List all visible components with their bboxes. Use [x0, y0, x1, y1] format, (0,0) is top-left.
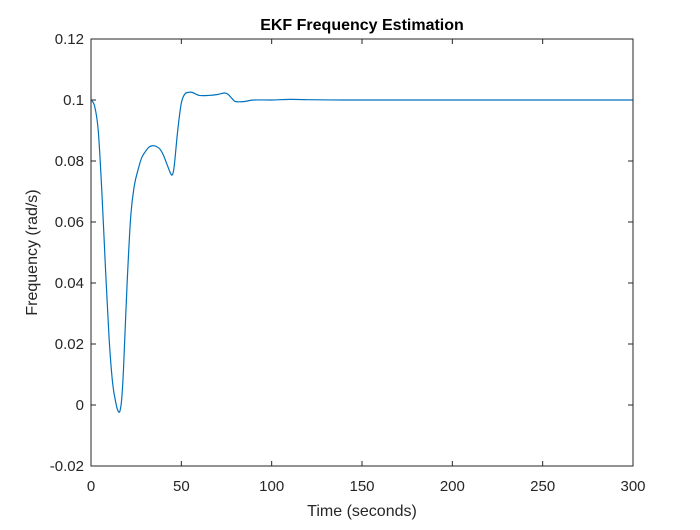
x-tick-label: 100 [259, 478, 284, 495]
y-axis-title: Frequency (rad/s) [24, 189, 41, 315]
y-tick-label: 0.1 [63, 92, 84, 109]
x-tick-label: 200 [440, 478, 465, 495]
y-tick-label: 0.08 [55, 153, 84, 170]
x-tick-label: 0 [87, 478, 95, 495]
x-tick-label: 50 [173, 478, 190, 495]
x-tick-label: 150 [349, 478, 374, 495]
series-line-frequency [90, 91, 633, 413]
plot-area [91, 39, 633, 466]
y-tick-label: 0 [76, 397, 84, 414]
axes-box [90, 38, 634, 467]
y-tick-label: -0.02 [50, 458, 84, 475]
y-tick-label: 0.06 [55, 214, 84, 231]
y-tick-label: 0.12 [55, 31, 84, 48]
chart-title: EKF Frequency Estimation [260, 17, 464, 34]
x-tick-label: 250 [530, 478, 555, 495]
x-axis-title: Time (seconds) [307, 503, 417, 520]
y-tick-label: 0.04 [55, 275, 84, 292]
tick-labels: 0 50 100 150 200 250 300-0.0200.020.040.060.08… [50, 31, 646, 495]
y-tick-label: 0.02 [55, 336, 84, 353]
x-tick-label: 300 [620, 478, 645, 495]
